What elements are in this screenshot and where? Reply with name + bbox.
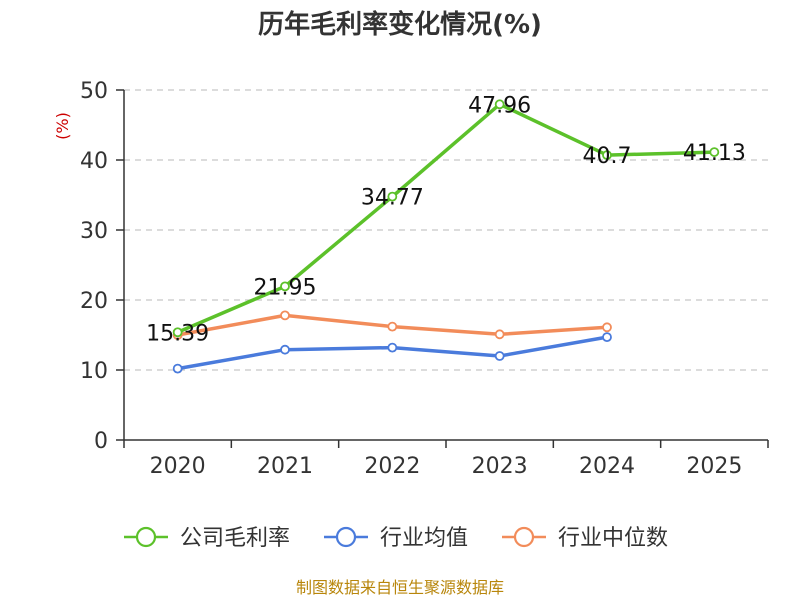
data-point	[280, 344, 290, 355]
legend-label: 行业均值	[380, 526, 468, 551]
legend-marker	[513, 526, 535, 548]
y-tick-label: 50	[80, 79, 108, 104]
data-labels: 15.39 21.95 34.77 47.96 40.7 41.13	[146, 93, 746, 346]
series-2	[172, 310, 612, 340]
data-point	[709, 147, 720, 157]
x-tick-label: 2020	[150, 454, 206, 479]
data-point	[387, 342, 398, 353]
x-tick-label: 2021	[257, 454, 313, 479]
legend-marker	[335, 526, 357, 548]
y-tick-label: 20	[80, 289, 108, 314]
legend-item-2: 行业中位数	[502, 526, 668, 551]
x-tick-labels: 2020 2021 2022 2023 2024 2025	[150, 454, 743, 479]
y-tick-label: 0	[94, 429, 108, 454]
data-label: 15.39	[146, 321, 209, 346]
y-tick-label: 40	[80, 149, 108, 174]
source-note: 制图数据来自恒生聚源数据库	[296, 578, 504, 597]
data-point	[280, 281, 290, 292]
data-point	[602, 322, 612, 333]
legend-item-0: 公司毛利率	[124, 526, 290, 551]
series-line-1	[177, 335, 608, 371]
legend-label: 公司毛利率	[180, 526, 290, 551]
data-point	[494, 329, 505, 340]
data-point	[494, 99, 505, 110]
data-label: 40.7	[583, 144, 632, 169]
legend: 公司毛利率 行业均值 行业中位数	[124, 526, 668, 551]
grid-lines	[124, 89, 768, 371]
data-point	[280, 310, 290, 321]
series-0	[172, 99, 720, 338]
series-1	[172, 332, 612, 374]
legend-marker	[135, 526, 157, 548]
axes	[116, 89, 769, 448]
data-point	[172, 327, 183, 338]
data-point	[387, 191, 398, 202]
data-label: 41.13	[683, 141, 746, 166]
data-point	[172, 363, 183, 374]
x-tick-label: 2023	[472, 454, 528, 479]
y-tick-label: 30	[80, 219, 108, 244]
legend-label: 行业中位数	[558, 526, 668, 551]
x-tick-label: 2022	[364, 454, 420, 479]
x-tick-label: 2025	[686, 454, 742, 479]
series-lines	[172, 99, 720, 374]
data-point	[602, 332, 612, 343]
data-label: 21.95	[254, 275, 317, 300]
data-point	[387, 321, 398, 332]
y-axis-label: (%)	[53, 112, 72, 140]
x-tick-label: 2024	[579, 454, 635, 479]
y-tick-labels: 0 10 20 30 40 50	[80, 79, 108, 454]
data-label: 47.96	[468, 93, 531, 118]
data-point	[494, 351, 505, 361]
series-line-0	[176, 102, 715, 334]
data-label: 34.77	[361, 186, 424, 211]
chart-title: 历年毛利率变化情况(%)	[258, 9, 542, 40]
legend-item-1: 行业均值	[324, 526, 468, 551]
data-point	[602, 150, 612, 161]
y-tick-label: 10	[80, 359, 108, 384]
